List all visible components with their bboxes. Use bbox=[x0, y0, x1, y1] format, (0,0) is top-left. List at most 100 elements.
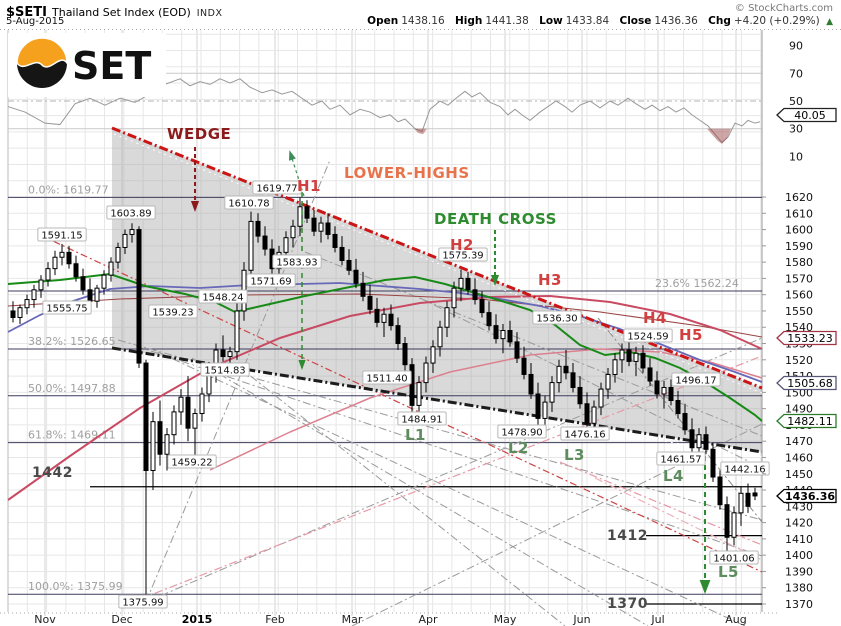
exchange: INDX bbox=[196, 8, 223, 19]
y-tick-label: 1490 bbox=[785, 403, 813, 416]
month-label: Jun bbox=[572, 613, 590, 626]
annotation-l4: L4 bbox=[663, 467, 684, 485]
fib-label: 23.6% 1562.24 bbox=[655, 277, 739, 290]
pivot-label-box bbox=[198, 289, 248, 304]
candle-body bbox=[500, 329, 506, 340]
breakout-up-arrow-head bbox=[288, 150, 296, 161]
high-value: 1441.38 bbox=[485, 15, 529, 27]
month-label: Mar bbox=[342, 613, 363, 626]
candle-body bbox=[416, 382, 422, 406]
candle-body bbox=[584, 403, 590, 424]
chg-up-arrow-icon: ▲ bbox=[826, 17, 833, 27]
open-label: Open bbox=[367, 15, 399, 27]
candle-body bbox=[556, 365, 562, 384]
rsi-tick-label: 70 bbox=[789, 67, 803, 80]
candle-body bbox=[724, 504, 730, 538]
candle-body bbox=[220, 349, 226, 358]
candle-body bbox=[549, 382, 555, 403]
pivot-label: 1583.93 bbox=[276, 258, 317, 269]
candle-body bbox=[689, 429, 695, 449]
pivot-label: 1524.59 bbox=[627, 332, 668, 343]
copyright: © StockCharts.com bbox=[734, 3, 833, 14]
candle-body bbox=[528, 373, 534, 395]
annotation-lower-highs: LOWER-HIGHS bbox=[344, 164, 470, 182]
candles-layer bbox=[10, 197, 758, 595]
candle-body bbox=[472, 289, 478, 301]
candle-body bbox=[255, 220, 261, 237]
pivot-label-box bbox=[671, 372, 721, 387]
close-label: Close bbox=[619, 15, 652, 27]
pivot-label-box bbox=[623, 328, 673, 343]
candle-body bbox=[52, 256, 58, 270]
pivot-label-box bbox=[167, 454, 217, 469]
candle-body bbox=[360, 282, 366, 297]
pivot-label-box bbox=[656, 451, 706, 466]
candle-body bbox=[178, 396, 184, 413]
candle-body bbox=[290, 225, 296, 239]
candle-body bbox=[122, 233, 128, 248]
pivot-labels-layer: 1591.15 1603.89 1610.78 1619.77 1583.93 1571.… bbox=[37, 180, 770, 609]
pivot-label: 1619.77 bbox=[256, 184, 297, 195]
quote-strip: Open 1438.16 High 1441.38 Low 1433.84 Close… bbox=[360, 15, 833, 27]
fan-line bbox=[237, 365, 566, 626]
candle-body bbox=[507, 329, 513, 343]
fan-line bbox=[304, 251, 763, 437]
month-label: Dec bbox=[111, 613, 132, 626]
wedge-upper bbox=[111, 126, 763, 390]
pivot-label-box bbox=[42, 300, 92, 315]
fib-label: 61.8%: 1469.11 bbox=[28, 429, 116, 442]
candle-body bbox=[423, 362, 429, 384]
chg-value: +4.20 (+0.29%) bbox=[733, 15, 820, 27]
y-tick-label: 1580 bbox=[785, 256, 813, 269]
candle-body bbox=[640, 352, 646, 369]
month-label: Feb bbox=[265, 613, 284, 626]
candle-body bbox=[101, 274, 107, 289]
axis-tag-box bbox=[776, 330, 837, 346]
candle-body bbox=[402, 343, 408, 366]
candle-body bbox=[17, 307, 23, 318]
y-tick-label: 1570 bbox=[785, 272, 813, 285]
annotation-lvl-1412: 1412 bbox=[607, 528, 648, 544]
y-tick-label: 1380 bbox=[785, 582, 813, 595]
chart-date: 5-Aug-2015 bbox=[6, 16, 65, 27]
candle-body bbox=[752, 492, 758, 497]
candle-body bbox=[353, 269, 359, 284]
pivot-label: 1536.30 bbox=[536, 314, 577, 325]
y-tick-label: 1550 bbox=[785, 305, 813, 318]
month-label: Aug bbox=[725, 613, 746, 626]
candle-body bbox=[479, 299, 485, 314]
set-logo: SET bbox=[8, 33, 166, 97]
pivot-label: 1401.06 bbox=[713, 554, 754, 565]
fib-label: 50.0%: 1497.88 bbox=[28, 382, 116, 395]
pivot-label: 1442.16 bbox=[724, 465, 765, 476]
candle-body bbox=[521, 357, 527, 375]
candle-body bbox=[332, 233, 338, 248]
wedge-arrow-head bbox=[190, 201, 200, 212]
rsi-oversold-fill bbox=[707, 128, 731, 144]
chg-label: Chg bbox=[708, 15, 731, 27]
candle-body bbox=[129, 229, 135, 235]
candle-body bbox=[73, 263, 79, 278]
candle-body bbox=[143, 362, 149, 472]
candle-body bbox=[59, 251, 65, 258]
symbol-name: Thailand Set Index (EOD) bbox=[52, 6, 191, 19]
rsi-tick-label: 50 bbox=[789, 95, 803, 108]
candle-body bbox=[542, 401, 548, 419]
candle-body bbox=[598, 388, 604, 408]
y-tick-label: 1620 bbox=[785, 191, 813, 204]
pivot-label: 1459.22 bbox=[171, 458, 212, 469]
axis-tag-value: 40.05 bbox=[794, 109, 826, 122]
candle-body bbox=[45, 268, 51, 281]
pivot-label: 1461.57 bbox=[660, 455, 701, 466]
rsi-line bbox=[7, 78, 761, 144]
y-tick-label: 1410 bbox=[785, 533, 813, 546]
annotation-wedge: WEDGE bbox=[167, 125, 231, 143]
axis-tag-box bbox=[776, 375, 837, 391]
candle-body bbox=[493, 325, 499, 340]
candle-body bbox=[577, 386, 583, 405]
candle-body bbox=[136, 229, 142, 364]
pivot-label-box bbox=[438, 247, 488, 262]
pivot-label-box bbox=[497, 424, 547, 439]
